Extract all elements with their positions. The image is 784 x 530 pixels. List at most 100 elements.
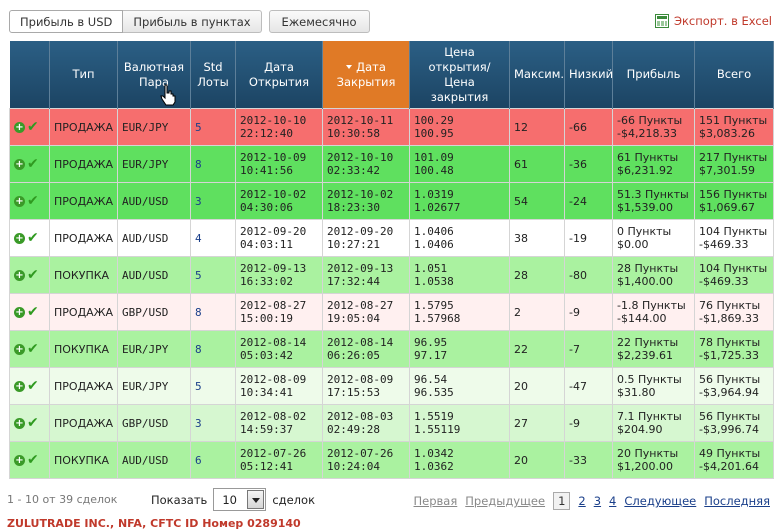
page-3[interactable]: 3 xyxy=(593,494,602,508)
export-excel-link[interactable]: Экспорт. в Excel xyxy=(654,14,772,28)
cell-type: ПОКУПКА xyxy=(49,330,118,368)
checkmark-icon: ✔ xyxy=(27,156,39,172)
cell-profit: 0 Пункты $0.00 xyxy=(612,219,695,257)
cell-type: ПРОДАЖА xyxy=(49,367,118,405)
cell-pair: AUD/USD xyxy=(117,219,191,257)
cell-type: ПРОДАЖА xyxy=(49,108,118,146)
cell-total: 156 Пункты $1,069.67 xyxy=(694,182,774,220)
cell-open-date: 2012-10-09 10:41:56 xyxy=(235,145,323,183)
page-first[interactable]: Первая xyxy=(413,494,458,508)
cell-max: 20 xyxy=(509,441,565,479)
cell-max: 38 xyxy=(509,219,565,257)
cell-low: -80 xyxy=(564,256,613,294)
col-max[interactable]: Максим. xyxy=(509,41,565,109)
checkmark-icon: ✔ xyxy=(27,415,39,431)
row-actions: + ✔ xyxy=(9,404,50,442)
page-2[interactable]: 2 xyxy=(578,494,586,508)
cell-pair: AUD/USD xyxy=(117,182,191,220)
cell-prices: 1.051 1.0538 xyxy=(409,256,510,294)
cell-close-date: 2012-08-27 19:05:04 xyxy=(322,293,410,331)
table-row: + ✔ ПОКУПКА AUD/USD 5 2012-09-13 16:33:02 2012-… xyxy=(9,256,774,294)
table-row: + ✔ ПРОДАЖА EUR/JPY 5 2012-10-10 22:12:40 2012-… xyxy=(9,108,774,146)
cell-type: ПОКУПКА xyxy=(49,256,118,294)
page-last[interactable]: Последняя xyxy=(704,494,770,508)
expand-plus-icon[interactable]: + xyxy=(14,158,25,170)
cell-open-date: 2012-10-10 22:12:40 xyxy=(235,108,323,146)
col-close-date[interactable]: Дата Закрытия xyxy=(322,41,410,109)
cell-pair: GBP/USD xyxy=(117,293,191,331)
cell-total: 104 Пункты -$469.33 xyxy=(694,219,774,257)
col-profit[interactable]: Прибыль xyxy=(612,41,695,109)
cell-profit: 61 Пункты $6,231.92 xyxy=(612,145,695,183)
col-low[interactable]: Низкий xyxy=(564,41,613,109)
cell-prices: 1.5519 1.55119 xyxy=(409,404,510,442)
cell-total: 56 Пункты -$3,964.94 xyxy=(694,367,774,405)
expand-plus-icon[interactable]: + xyxy=(14,269,25,281)
page-current[interactable]: 1 xyxy=(553,492,571,510)
cell-pair: GBP/USD xyxy=(117,404,191,442)
cell-open-date: 2012-10-02 04:30:06 xyxy=(235,182,323,220)
cell-prices: 100.29 100.95 xyxy=(409,108,510,146)
expand-plus-icon[interactable]: + xyxy=(14,306,25,318)
cell-lots: 5 xyxy=(190,108,236,146)
col-type[interactable]: Тип xyxy=(49,41,118,109)
cell-low: -66 xyxy=(564,108,613,146)
row-actions: + ✔ xyxy=(9,441,50,479)
cell-low: -47 xyxy=(564,367,613,405)
cell-profit: -1.8 Пункты -$144.00 xyxy=(612,293,695,331)
tab-profit-usd[interactable]: Прибыль в USD xyxy=(9,10,124,33)
page-4[interactable]: 4 xyxy=(609,494,617,508)
col-open-date[interactable]: Дата Открытия xyxy=(235,41,323,109)
expand-plus-icon[interactable]: + xyxy=(14,417,25,429)
expand-plus-icon[interactable]: + xyxy=(14,195,25,207)
page-size-suffix: сделок xyxy=(272,492,316,507)
cell-pair: EUR/JPY xyxy=(117,330,191,368)
tab-monthly[interactable]: Ежемесячно xyxy=(268,10,370,33)
sort-desc-icon xyxy=(346,65,353,69)
expand-plus-icon[interactable]: + xyxy=(14,343,25,355)
cell-max: 2 xyxy=(509,293,565,331)
cell-total: 217 Пункты $7,301.59 xyxy=(694,145,774,183)
cell-low: -9 xyxy=(564,404,613,442)
expand-plus-icon[interactable]: + xyxy=(14,454,25,466)
cell-close-date: 2012-09-13 17:32:44 xyxy=(322,256,410,294)
page-next[interactable]: Следующее xyxy=(624,494,697,508)
col-lots[interactable]: Std Лоты xyxy=(190,41,236,109)
cell-prices: 96.54 96.535 xyxy=(409,367,510,405)
cell-open-date: 2012-09-20 04:03:11 xyxy=(235,219,323,257)
cell-profit: 7.1 Пункты $204.90 xyxy=(612,404,695,442)
cell-lots: 5 xyxy=(190,256,236,294)
expand-plus-icon[interactable]: + xyxy=(14,121,25,133)
cell-total: 56 Пункты -$3,996.74 xyxy=(694,404,774,442)
cell-total: 104 Пункты -$469.33 xyxy=(694,256,774,294)
cell-open-date: 2012-08-02 14:59:37 xyxy=(235,404,323,442)
tab-profit-pips[interactable]: Прибыль в пунктах xyxy=(123,10,262,33)
checkmark-icon: ✔ xyxy=(27,193,39,209)
hand-cursor-icon xyxy=(160,84,176,106)
cell-open-date: 2012-08-27 15:00:19 xyxy=(235,293,323,331)
expand-plus-icon[interactable]: + xyxy=(14,232,25,244)
col-prices[interactable]: Цена открытия/ Цена закрытия xyxy=(409,41,510,109)
cell-total: 76 Пункты -$1,869.33 xyxy=(694,293,774,331)
page-prev[interactable]: Предыдущее xyxy=(465,494,546,508)
col-total[interactable]: Всего xyxy=(694,41,774,109)
show-label: Показать xyxy=(151,492,208,507)
table-row: + ✔ ПРОДАЖА EUR/JPY 5 2012-08-09 10:34:41 2012-… xyxy=(9,367,774,405)
company-footer-text: ZULUTRADE INC., NFA, CFTC ID Номер 02891… xyxy=(7,517,301,530)
cell-total: 49 Пункты -$4,201.64 xyxy=(694,441,774,479)
dropdown-arrow-icon[interactable] xyxy=(247,490,265,509)
checkmark-icon: ✔ xyxy=(27,452,39,468)
cell-prices: 101.09 100.48 xyxy=(409,145,510,183)
cell-prices: 1.0406 1.0406 xyxy=(409,219,510,257)
cell-low: -33 xyxy=(564,441,613,479)
cell-type: ПРОДАЖА xyxy=(49,145,118,183)
col-pair[interactable]: Валютная Пара xyxy=(117,41,191,109)
cell-type: ПОКУПКА xyxy=(49,441,118,479)
expand-plus-icon[interactable]: + xyxy=(14,380,25,392)
cell-max: 22 xyxy=(509,330,565,368)
pagination: Первая Предыдущее 1 2 3 4 Следующее Посл… xyxy=(406,492,770,510)
cell-prices: 1.5795 1.57968 xyxy=(409,293,510,331)
cell-close-date: 2012-10-02 18:23:30 xyxy=(322,182,410,220)
cell-close-date: 2012-09-20 10:27:21 xyxy=(322,219,410,257)
page-size-select[interactable]: 10 xyxy=(213,488,267,511)
